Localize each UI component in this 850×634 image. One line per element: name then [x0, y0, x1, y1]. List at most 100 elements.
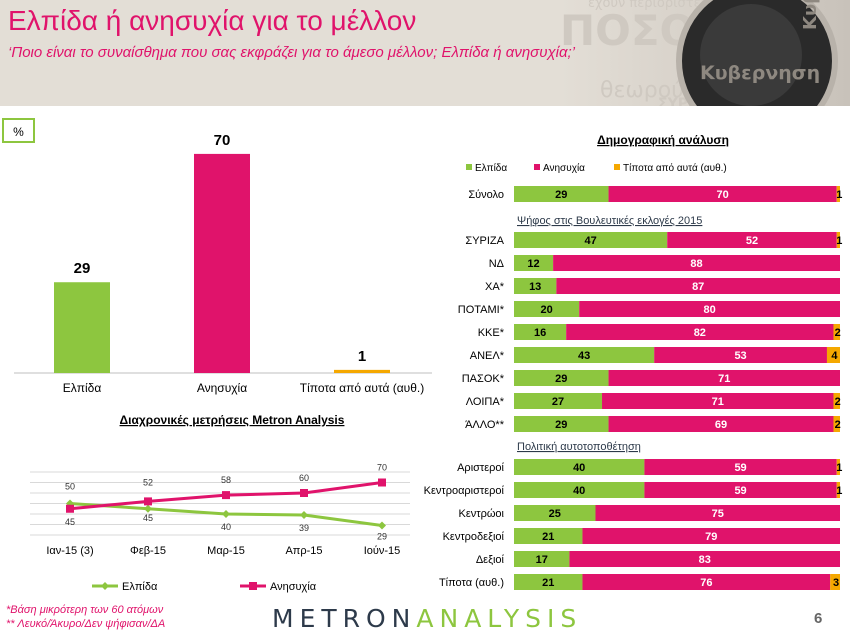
- row-label: Κεντροδεξιοί: [443, 531, 505, 543]
- bar-segment: [514, 574, 583, 590]
- legend-swatch: [466, 164, 472, 170]
- segment-value-label: 71: [718, 373, 730, 385]
- segment-value-label: 40: [573, 485, 585, 497]
- bar-segment: [582, 574, 831, 590]
- segment-value-label: 21: [542, 577, 554, 589]
- bar-segment: [514, 505, 596, 521]
- legend-label: Τίποτα από αυτά (αυθ.): [623, 162, 727, 174]
- x-tick-label: Μαρ-15: [207, 545, 245, 557]
- segment-value-label: 59: [734, 485, 746, 497]
- bar-value-label: 1: [358, 348, 366, 365]
- data-label: 39: [299, 523, 309, 533]
- bar-segment: [582, 528, 840, 544]
- data-label: 52: [143, 477, 153, 487]
- page-number: 6: [814, 610, 823, 627]
- bar-segment: [644, 482, 837, 498]
- segment-value-label: 29: [555, 373, 567, 385]
- x-tick-label: Απρ-15: [285, 545, 322, 557]
- segment-value-label: 43: [578, 350, 590, 362]
- series-marker: [300, 511, 308, 520]
- metron-analysis-logo: METRONANALYSIS: [272, 604, 583, 633]
- series-marker: [300, 489, 308, 497]
- bar-segment: [514, 186, 609, 202]
- segment-value-label: 1: [836, 235, 842, 247]
- legend-label: Ελπίδα: [122, 581, 158, 593]
- demo-chart-title: Δημογραφική ανάλυση: [597, 133, 729, 147]
- segment-value-label: 17: [536, 554, 548, 566]
- page-subtitle: ‘Ποιο είναι το συναίσθημα που σας εκφράζ…: [8, 44, 576, 61]
- demographic-bar-chart: Δημογραφική ανάλυση Ελπίδα Ανησυχία Τίποτα …: [424, 133, 842, 590]
- bar-segment: [654, 347, 827, 363]
- footnote-small-base: *Βάση μικρότερη των 60 ατόμων: [6, 604, 164, 616]
- series-marker: [378, 478, 386, 487]
- bar-segment: [608, 186, 837, 202]
- segment-value-label: 13: [529, 281, 541, 293]
- segment-value-label: 83: [699, 554, 711, 566]
- row-label: Τίποτα (αυθ.): [439, 577, 504, 589]
- bar-segment: [595, 505, 840, 521]
- segment-value-label: 4: [831, 350, 838, 362]
- legend-label: Ανησυχία: [543, 162, 585, 174]
- segment-value-label: 69: [715, 419, 727, 431]
- bar: [334, 369, 390, 373]
- bar-segment: [602, 393, 834, 409]
- row-label: ΠΑΣΟΚ*: [462, 373, 505, 385]
- data-label: 40: [221, 522, 231, 532]
- segment-value-label: 29: [555, 419, 567, 431]
- segment-value-label: 2: [835, 396, 841, 408]
- bar-segment: [514, 232, 668, 248]
- bar-segment: [608, 370, 840, 386]
- segment-value-label: 25: [549, 508, 561, 520]
- segment-value-label: 87: [692, 281, 704, 293]
- row-label: Κεντροαριστεροί: [424, 485, 505, 497]
- legend-swatch: [534, 164, 540, 170]
- bar-segment: [667, 232, 837, 248]
- bar-segment: [514, 459, 645, 475]
- series-marker: [222, 510, 230, 518]
- segment-value-label: 70: [717, 189, 729, 201]
- group-heading: Ψήφος στις Βουλευτικές εκλογές 2015: [517, 215, 702, 227]
- disc-inner-graphic: [700, 4, 802, 106]
- page-title: Ελπίδα ή ανησυχία για το μέλλον: [8, 5, 417, 36]
- segment-value-label: 12: [527, 258, 539, 270]
- segment-value-label: 76: [700, 577, 712, 589]
- data-label: 45: [143, 513, 153, 523]
- trend-chart-title: Διαχρονικές μετρήσεις Metron Analysis: [120, 413, 345, 427]
- segment-value-label: 53: [734, 350, 746, 362]
- bar: [54, 282, 110, 373]
- bg-word: Κυβέρνηση: [800, 0, 821, 30]
- segment-value-label: 1: [836, 189, 842, 201]
- header-banner: εχουν περιοριστεί ΠΟΣΟΣΤΟ θεωρούν ΣΥΡΙΖΑ…: [0, 0, 850, 106]
- legend-marker: [101, 582, 109, 590]
- legend-marker: [249, 582, 257, 590]
- bg-word: εχουν περιοριστεί: [588, 0, 706, 11]
- bar-segment: [833, 416, 840, 432]
- bar-segment: [556, 278, 840, 294]
- group-heading: Πολιτική αυτοτοποθέτηση: [517, 441, 641, 453]
- segment-value-label: 2: [835, 419, 841, 431]
- bar-segment: [514, 551, 570, 567]
- bar-segment: [514, 482, 645, 498]
- series-marker: [144, 497, 152, 506]
- percent-label: %: [2, 118, 35, 143]
- bar-segment: [569, 551, 840, 567]
- segment-value-label: 1: [836, 462, 842, 474]
- bar-segment: [514, 324, 567, 340]
- x-tick-label: Ιαν-15 (3): [46, 545, 93, 557]
- series-marker: [144, 504, 152, 513]
- segment-value-label: 79: [705, 531, 717, 543]
- bar-segment: [566, 324, 834, 340]
- bar-segment: [826, 347, 840, 363]
- segment-value-label: 3: [833, 577, 839, 589]
- row-label: ΣΥΡΙΖΑ: [465, 235, 504, 247]
- bar-segment: [514, 278, 557, 294]
- segment-value-label: 27: [552, 396, 564, 408]
- footnote-other: ** Λευκό/Άκυρο/Δεν ψήφισαν/ΔΑ: [6, 618, 166, 630]
- row-label: Σύνολο: [468, 189, 504, 201]
- row-label: ΆΛΛΟ**: [465, 419, 505, 431]
- bar-segment: [579, 301, 840, 317]
- segment-value-label: 52: [746, 235, 758, 247]
- bar-segment: [514, 255, 554, 271]
- data-label: 29: [377, 532, 387, 542]
- bar-value-label: 70: [214, 132, 231, 149]
